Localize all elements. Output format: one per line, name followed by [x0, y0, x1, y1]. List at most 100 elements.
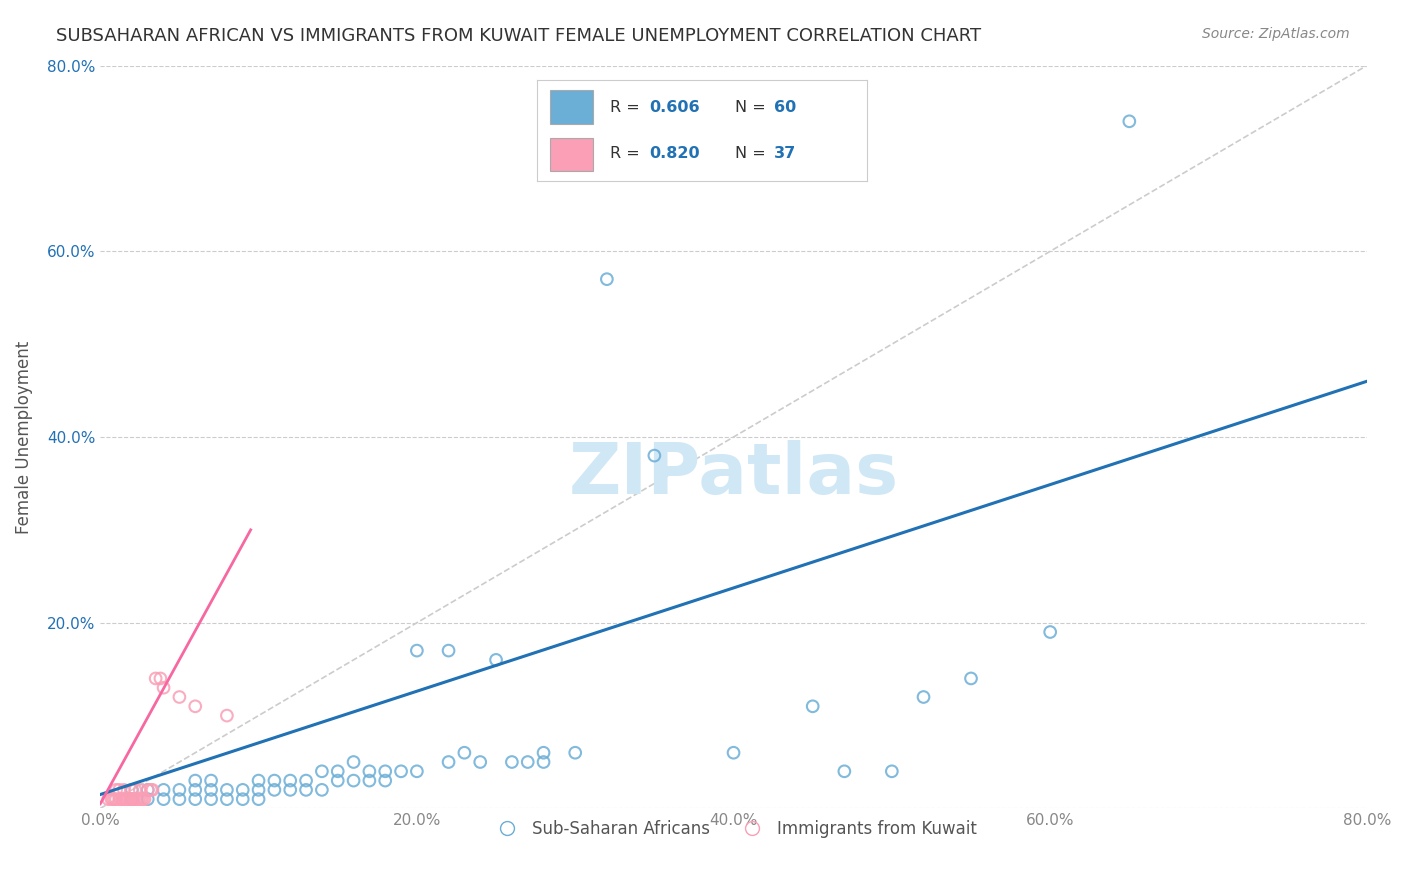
Point — [112, 792, 135, 806]
Point — [152, 681, 174, 695]
Point — [127, 792, 149, 806]
Point — [108, 792, 131, 806]
Point — [105, 792, 128, 806]
Point — [311, 764, 333, 779]
Point — [124, 783, 146, 797]
Point — [115, 792, 138, 806]
Point — [100, 792, 122, 806]
Point — [139, 783, 162, 797]
Point — [121, 783, 143, 797]
Point — [247, 783, 270, 797]
Point — [110, 792, 132, 806]
Point — [278, 773, 301, 788]
Text: SUBSAHARAN AFRICAN VS IMMIGRANTS FROM KUWAIT FEMALE UNEMPLOYMENT CORRELATION CHA: SUBSAHARAN AFRICAN VS IMMIGRANTS FROM KU… — [56, 27, 981, 45]
Point — [152, 783, 174, 797]
Point — [374, 773, 396, 788]
Point — [880, 764, 903, 779]
Point — [121, 792, 143, 806]
Point — [200, 792, 222, 806]
Point — [128, 783, 150, 797]
Point — [247, 792, 270, 806]
Point — [215, 708, 238, 723]
Point — [516, 755, 538, 769]
Point — [232, 783, 254, 797]
Point — [200, 783, 222, 797]
Point — [247, 773, 270, 788]
Point — [470, 755, 492, 769]
Point — [101, 792, 124, 806]
Point — [169, 690, 191, 704]
Point — [121, 783, 143, 797]
Point — [485, 653, 508, 667]
Point — [643, 449, 665, 463]
Text: Source: ZipAtlas.com: Source: ZipAtlas.com — [1202, 27, 1350, 41]
Point — [136, 783, 159, 797]
Point — [103, 792, 125, 806]
Point — [141, 783, 163, 797]
Point — [184, 773, 207, 788]
Point — [145, 672, 167, 686]
Point — [359, 764, 381, 779]
Point — [1039, 625, 1062, 640]
Point — [295, 773, 318, 788]
Point — [111, 792, 134, 806]
Point — [184, 792, 207, 806]
Point — [326, 773, 349, 788]
Point — [596, 272, 619, 286]
Point — [342, 755, 364, 769]
Point — [263, 773, 285, 788]
Point — [134, 792, 156, 806]
Point — [295, 783, 318, 797]
Point — [278, 783, 301, 797]
Point — [169, 783, 191, 797]
Point — [406, 764, 429, 779]
Point — [564, 746, 586, 760]
Point — [97, 792, 120, 806]
Point — [501, 755, 523, 769]
Point — [533, 746, 555, 760]
Point — [128, 792, 150, 806]
Point — [132, 792, 155, 806]
Point — [1118, 114, 1140, 128]
Point — [801, 699, 824, 714]
Point — [406, 643, 429, 657]
Point — [359, 773, 381, 788]
Point — [437, 755, 460, 769]
Point — [114, 792, 136, 806]
Legend: Sub-Saharan Africans, Immigrants from Kuwait: Sub-Saharan Africans, Immigrants from Ku… — [484, 814, 983, 845]
Point — [342, 773, 364, 788]
Point — [121, 792, 143, 806]
Point — [389, 764, 412, 779]
Point — [125, 792, 148, 806]
Point — [533, 755, 555, 769]
Point — [122, 792, 145, 806]
Point — [374, 764, 396, 779]
Point — [215, 792, 238, 806]
Point — [112, 783, 135, 797]
Point — [118, 792, 141, 806]
Point — [136, 783, 159, 797]
Point — [105, 783, 128, 797]
Point — [453, 746, 475, 760]
Point — [169, 792, 191, 806]
Point — [149, 672, 172, 686]
Point — [437, 643, 460, 657]
Point — [184, 783, 207, 797]
Point — [723, 746, 745, 760]
Point — [912, 690, 935, 704]
Point — [131, 792, 153, 806]
Point — [215, 783, 238, 797]
Point — [108, 783, 131, 797]
Point — [960, 672, 983, 686]
Point — [326, 764, 349, 779]
Point — [120, 792, 142, 806]
Point — [184, 699, 207, 714]
Point — [152, 792, 174, 806]
Point — [200, 773, 222, 788]
Point — [232, 792, 254, 806]
Y-axis label: Female Unemployment: Female Unemployment — [15, 341, 32, 533]
Point — [124, 792, 146, 806]
Point — [834, 764, 856, 779]
Point — [263, 783, 285, 797]
Text: ZIPatlas: ZIPatlas — [568, 440, 898, 508]
